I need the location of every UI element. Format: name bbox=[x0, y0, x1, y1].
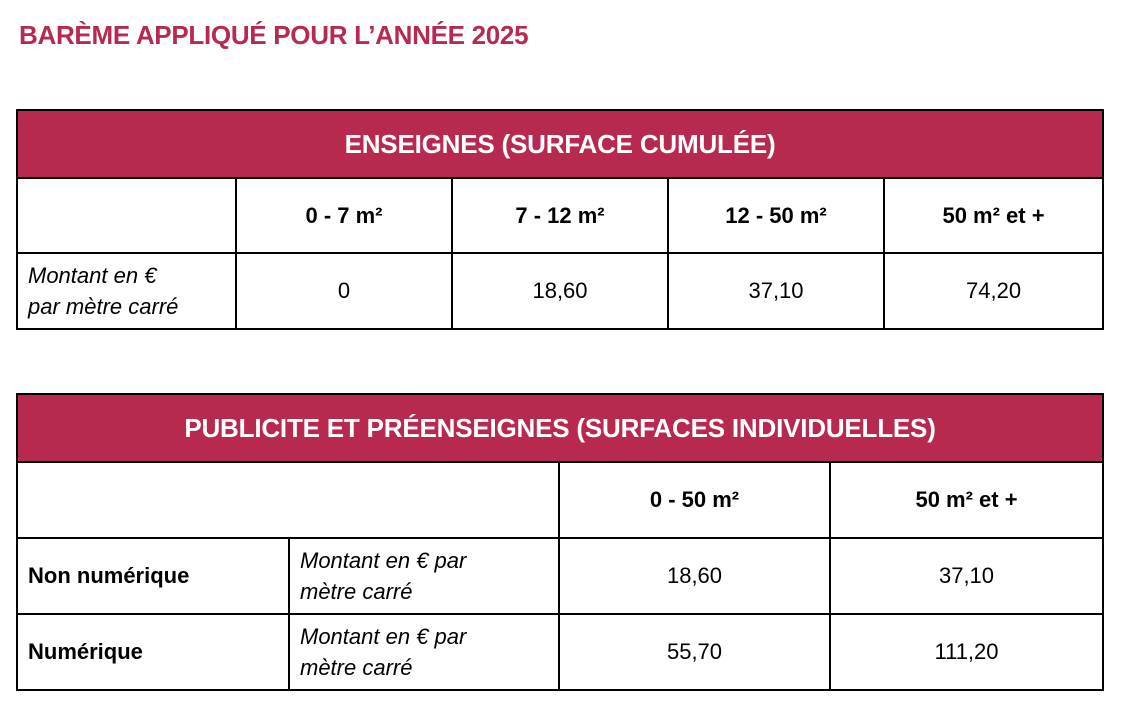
page-title: BARÈME APPLIQUÉ POUR L’ANNÉE 2025 bbox=[19, 20, 529, 50]
unit-line: Montant en € par bbox=[300, 548, 467, 573]
table-banner-row: PUBLICITE ET PRÉENSEIGNES (SURFACES INDI… bbox=[15, 393, 1105, 463]
row-unit-label: Montant en € par mètre carré bbox=[288, 537, 560, 615]
unit-line: Montant en € bbox=[28, 263, 157, 288]
column-header: 7 - 12 m² bbox=[451, 177, 669, 254]
row-label: Non numérique bbox=[16, 537, 290, 615]
value-cell: 18,60 bbox=[451, 252, 669, 330]
column-header: 0 - 7 m² bbox=[235, 177, 453, 254]
table-header-row: 0 - 50 m² 50 m² et + bbox=[16, 461, 1105, 539]
column-header: 50 m² et + bbox=[882, 177, 1105, 254]
unit-line: mètre carré bbox=[300, 579, 413, 604]
unit-line: mètre carré bbox=[300, 655, 413, 680]
table-row: Non numérique Montant en € par mètre carr… bbox=[16, 537, 1105, 615]
value-cell: 18,60 bbox=[558, 537, 831, 615]
empty-corner-cell bbox=[16, 461, 560, 539]
column-header: 50 m² et + bbox=[828, 461, 1105, 539]
unit-line: par mètre carré bbox=[28, 294, 179, 319]
value-cell: 37,10 bbox=[667, 252, 885, 330]
table-header-row: 0 - 7 m² 7 - 12 m² 12 - 50 m² 50 m² et + bbox=[16, 177, 1105, 254]
table-banner-row: ENSEIGNES (SURFACE CUMULÉE) bbox=[15, 109, 1105, 179]
row-unit-label: Montant en € par mètre carré bbox=[288, 613, 560, 691]
unit-line: Montant en € par bbox=[300, 624, 467, 649]
value-cell: 55,70 bbox=[558, 613, 831, 691]
row-unit-label: Montant en € par mètre carré bbox=[16, 252, 237, 330]
value-cell: 37,10 bbox=[828, 537, 1105, 615]
table-row: Numérique Montant en € par mètre carré 55… bbox=[16, 613, 1105, 691]
column-header: 0 - 50 m² bbox=[558, 461, 831, 539]
empty-corner-cell bbox=[16, 177, 237, 254]
table-row: Montant en € par mètre carré 0 18,60 37,1… bbox=[16, 252, 1105, 330]
publicite-table: PUBLICITE ET PRÉENSEIGNES (SURFACES INDI… bbox=[15, 393, 1105, 691]
value-cell: 111,20 bbox=[828, 613, 1105, 691]
publicite-header: PUBLICITE ET PRÉENSEIGNES (SURFACES INDI… bbox=[15, 393, 1105, 463]
column-header: 12 - 50 m² bbox=[667, 177, 885, 254]
value-cell: 0 bbox=[235, 252, 453, 330]
row-label: Numérique bbox=[16, 613, 290, 691]
enseignes-table: ENSEIGNES (SURFACE CUMULÉE) 0 - 7 m² 7 -… bbox=[15, 109, 1105, 330]
enseignes-header: ENSEIGNES (SURFACE CUMULÉE) bbox=[15, 109, 1105, 179]
value-cell: 74,20 bbox=[882, 252, 1105, 330]
